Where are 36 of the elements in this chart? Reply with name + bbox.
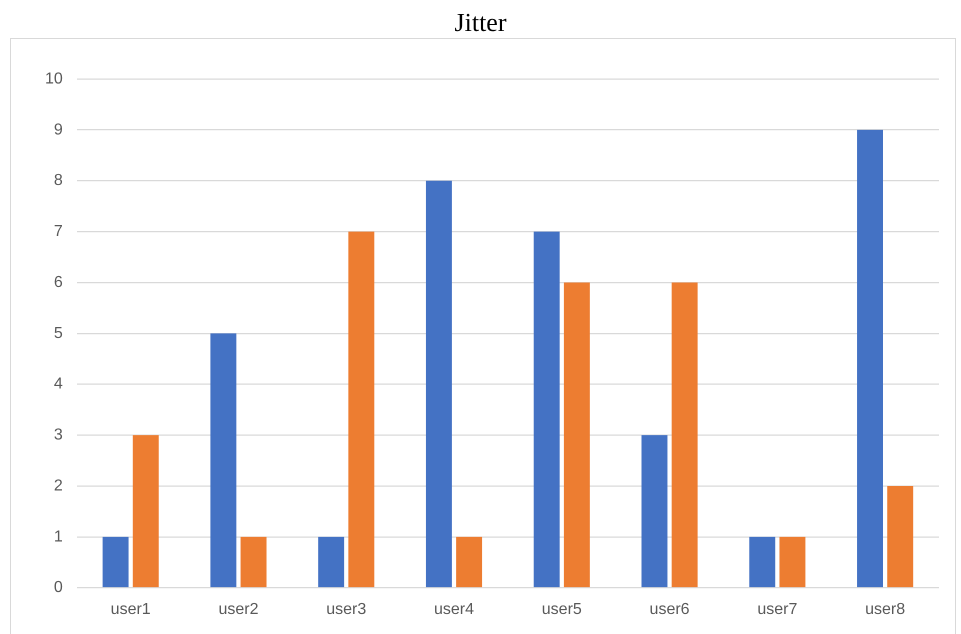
x-tick-label: user5: [542, 600, 582, 618]
bar: [641, 435, 668, 588]
bar: [240, 536, 267, 588]
bar: [672, 282, 698, 588]
x-tick-label: user7: [757, 600, 798, 618]
bar: [426, 180, 452, 588]
bar: [318, 536, 344, 588]
y-tick-label: 4: [54, 376, 63, 393]
bar: [564, 282, 590, 588]
x-tick-label: user8: [865, 600, 906, 618]
y-tick-label: 9: [54, 121, 63, 138]
y-tick-label: 1: [54, 528, 63, 546]
x-tick-label: user2: [218, 600, 259, 618]
bar: [210, 333, 236, 588]
y-tick-label: 5: [54, 324, 63, 342]
y-tick-label: 10: [45, 70, 63, 88]
y-tick-label: 2: [54, 477, 63, 494]
x-tick-label: user1: [110, 600, 151, 618]
bar: [779, 536, 806, 588]
y-tick-label: 8: [54, 172, 63, 190]
y-tick-label: 3: [54, 426, 63, 444]
bar: [857, 130, 883, 588]
bar: [534, 232, 560, 588]
bar: [348, 232, 374, 588]
x-tick-label: user3: [326, 600, 366, 618]
chart-title: Jitter: [454, 8, 508, 38]
y-tick-label: 6: [54, 274, 63, 291]
bar: [749, 536, 776, 588]
bar: [102, 536, 129, 588]
bar: [132, 435, 159, 588]
x-tick-label: user4: [434, 600, 474, 618]
x-tick-label: user6: [650, 600, 690, 618]
y-tick-label: 0: [54, 579, 63, 596]
bar: [456, 536, 482, 588]
y-tick-label: 7: [54, 223, 63, 240]
bar: [887, 486, 914, 588]
